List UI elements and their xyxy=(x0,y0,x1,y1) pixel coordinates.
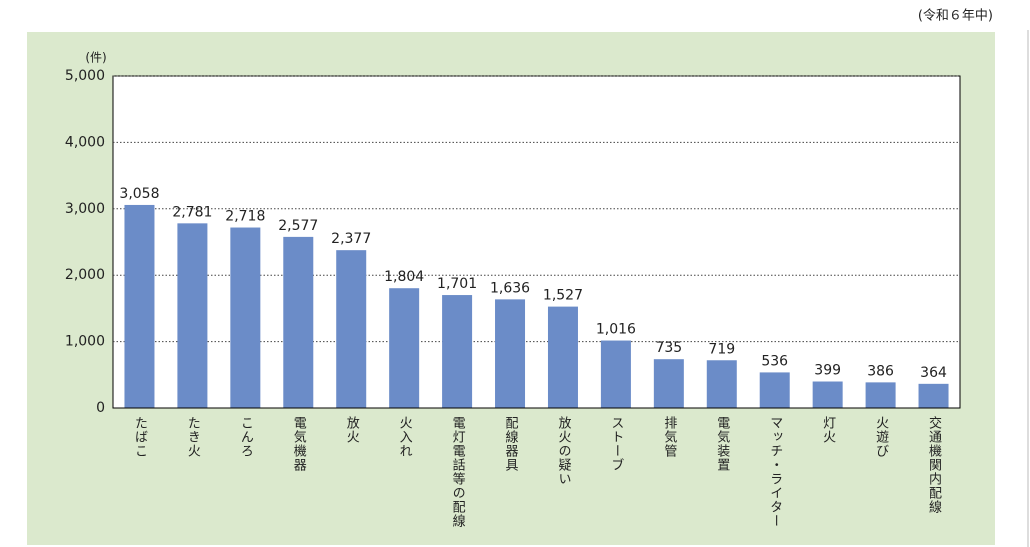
x-tick-label: ストーブ xyxy=(608,416,623,472)
y-axis-label: (件) xyxy=(85,51,106,65)
bar xyxy=(706,360,737,408)
value-label: 364 xyxy=(920,365,947,381)
bar xyxy=(865,382,896,408)
bar xyxy=(600,340,631,408)
x-tick-label: 交通機関内配線 xyxy=(926,415,942,514)
x-tick-label: 配線器具 xyxy=(503,416,519,472)
value-label: 2,781 xyxy=(172,204,212,220)
value-label: 386 xyxy=(867,363,894,379)
y-tick-label: 5,000 xyxy=(65,68,105,84)
x-tick-label: 放火の疑い xyxy=(555,416,571,486)
x-tick-label: 火遊び xyxy=(873,416,889,458)
value-label: 536 xyxy=(761,353,788,369)
bar xyxy=(547,306,578,408)
value-label: 1,804 xyxy=(384,269,424,285)
value-label: 1,527 xyxy=(543,288,583,304)
bar xyxy=(442,295,473,408)
x-tick-label: 電気装置 xyxy=(714,416,730,472)
y-tick-label: 2,000 xyxy=(65,267,105,283)
value-label: 3,058 xyxy=(119,186,159,202)
x-tick-label: たき火 xyxy=(185,416,201,458)
bar xyxy=(759,372,790,408)
bar xyxy=(389,288,420,408)
x-tick-label: こんろ xyxy=(238,416,253,458)
x-tick-label: たばこ xyxy=(132,416,147,458)
value-label: 735 xyxy=(655,340,682,356)
value-label: 1,636 xyxy=(490,280,530,296)
bar xyxy=(124,204,155,408)
x-tick-label: マッチ・ライター xyxy=(767,416,782,528)
bar xyxy=(918,383,949,408)
x-tick-label: 電灯電話等の配線 xyxy=(450,416,466,528)
x-tick-label: 電気機器 xyxy=(291,416,307,472)
bar xyxy=(283,236,314,408)
bar xyxy=(177,223,208,408)
value-label: 719 xyxy=(708,341,735,357)
bar xyxy=(653,359,684,408)
y-tick-label: 3,000 xyxy=(65,201,105,217)
subtitle: (令和６年中) xyxy=(918,9,993,24)
y-tick-label: 4,000 xyxy=(65,134,105,150)
bar xyxy=(336,250,367,408)
value-label: 2,377 xyxy=(331,231,371,247)
x-tick-label: 放火 xyxy=(344,416,360,444)
value-label: 1,016 xyxy=(596,322,636,338)
x-tick-label: 灯火 xyxy=(820,416,836,444)
y-tick-label: 1,000 xyxy=(65,334,105,350)
x-tick-label: 火入れ xyxy=(397,416,413,458)
bar xyxy=(230,227,261,408)
value-label: 399 xyxy=(814,363,841,379)
bar xyxy=(495,299,526,408)
value-label: 2,577 xyxy=(278,218,318,234)
x-tick-label: 排気管 xyxy=(661,416,677,458)
bar xyxy=(812,381,843,408)
y-tick-label: 0 xyxy=(96,400,105,416)
value-label: 1,701 xyxy=(437,276,477,292)
value-label: 2,718 xyxy=(225,209,265,225)
